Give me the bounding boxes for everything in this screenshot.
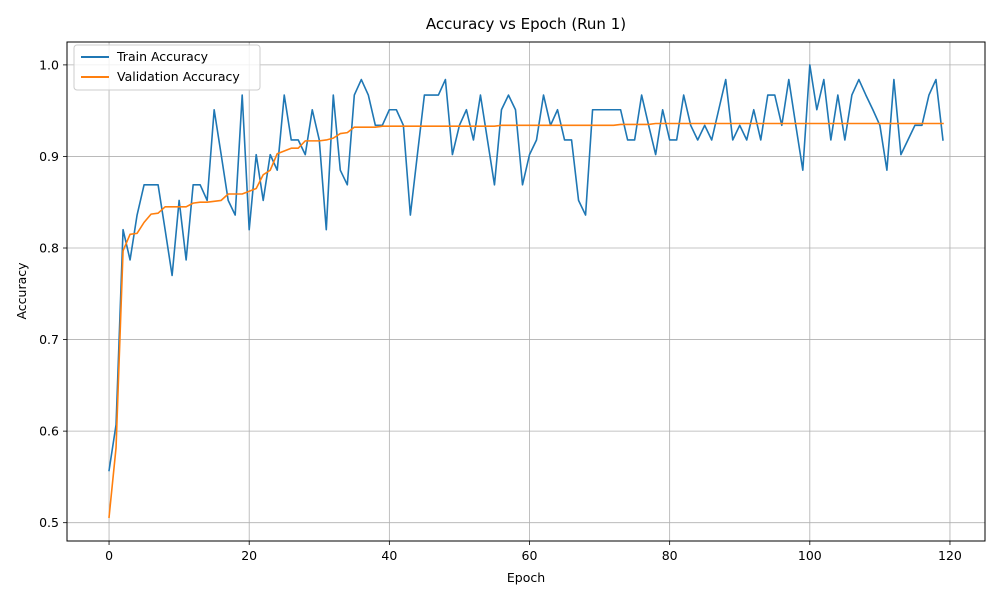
y-tick-label: 0.9 (39, 149, 59, 164)
plot-frame (66, 41, 986, 542)
y-tick-label: 0.5 (39, 515, 59, 530)
x-axis-label: Epoch (507, 570, 545, 585)
x-tick-label: 100 (798, 548, 822, 563)
legend-label-validation: Validation Accuracy (117, 69, 240, 84)
series-line-train-accuracy (108, 64, 944, 472)
x-tick-label: 80 (662, 548, 678, 563)
x-tick-label: 0 (105, 548, 113, 563)
legend: Train Accuracy Validation Accuracy (73, 44, 261, 91)
x-tick-label: 60 (522, 548, 538, 563)
chart-title: Accuracy vs Epoch (Run 1) (426, 15, 626, 33)
series-lines (108, 64, 944, 519)
series-line-validation-accuracy (108, 122, 944, 519)
y-tick-label: 0.8 (39, 241, 59, 256)
legend-label-train: Train Accuracy (116, 49, 209, 64)
y-tick-label: 0.7 (39, 332, 59, 347)
grid-lines (67, 42, 985, 541)
y-axis-ticks: 0.5 0.6 0.7 0.8 0.9 1.0 (39, 57, 67, 530)
x-tick-label: 120 (938, 548, 962, 563)
y-tick-label: 0.6 (39, 424, 59, 439)
x-tick-label: 40 (381, 548, 397, 563)
x-tick-label: 20 (241, 548, 257, 563)
y-tick-label: 1.0 (39, 57, 59, 72)
y-axis-label: Accuracy (14, 262, 29, 320)
legend-box (73, 44, 261, 91)
x-axis-ticks: 0 20 40 60 80 100 120 (105, 541, 962, 563)
